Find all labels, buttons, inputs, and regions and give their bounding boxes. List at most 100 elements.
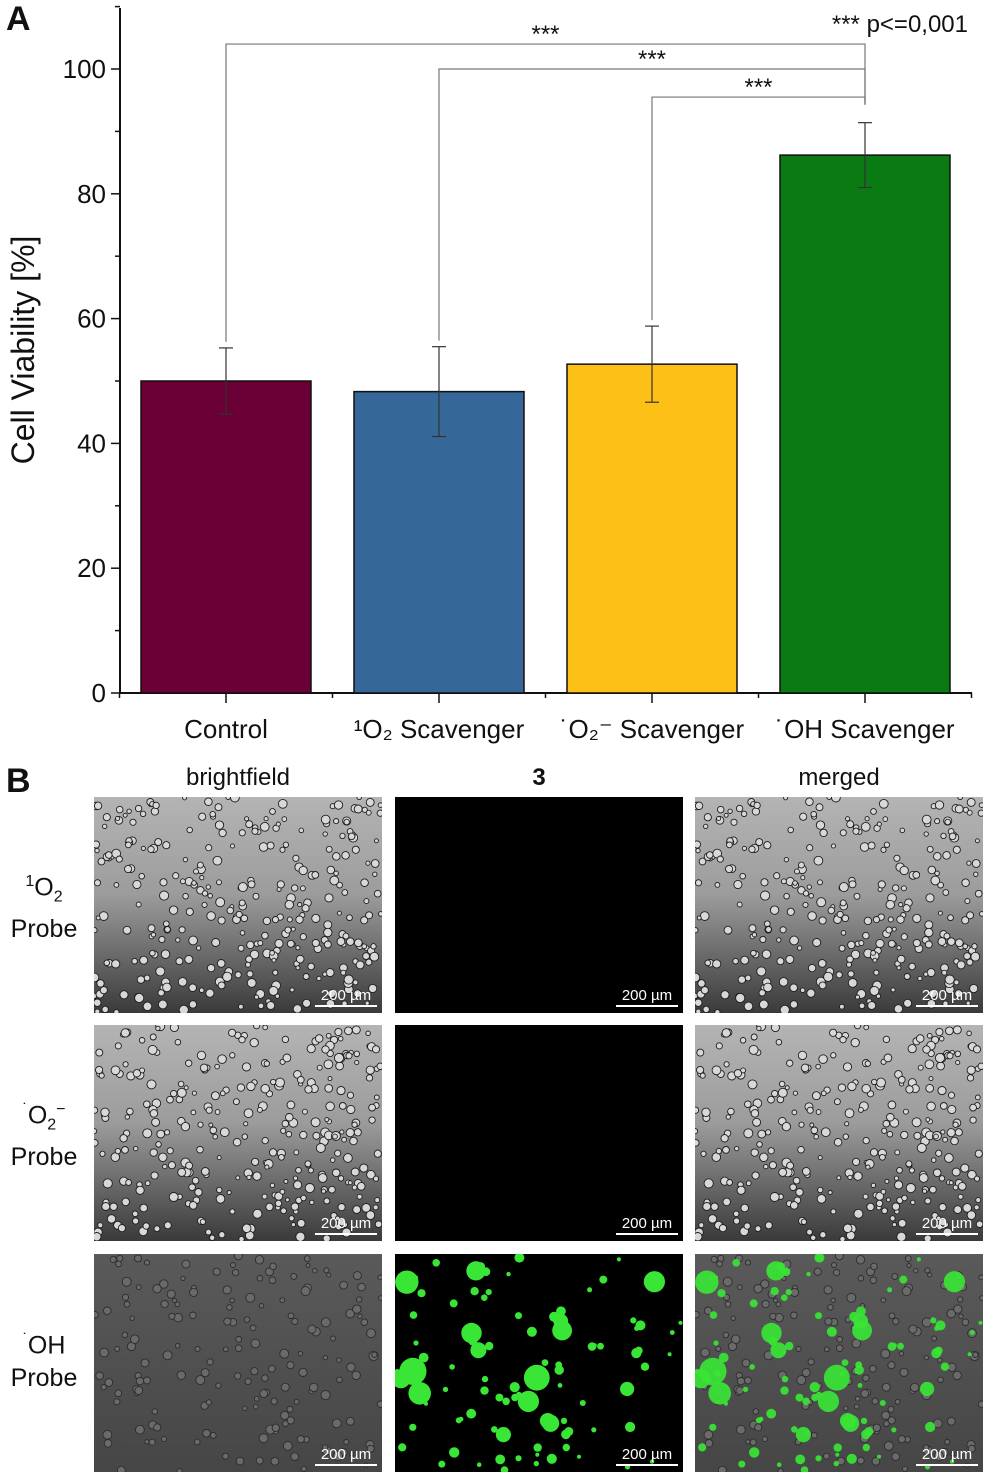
cell <box>263 816 269 822</box>
cell <box>894 1398 901 1405</box>
cell <box>842 1133 849 1140</box>
cell <box>323 1197 331 1205</box>
cell <box>887 1361 896 1370</box>
cell <box>830 1052 837 1059</box>
cell <box>155 1025 161 1032</box>
cell <box>792 880 798 886</box>
cell <box>290 1272 298 1280</box>
cell <box>170 1089 178 1098</box>
cell <box>974 889 983 898</box>
cell <box>886 1113 895 1122</box>
cells-layer <box>94 797 382 1013</box>
cell <box>144 1439 150 1445</box>
fluorescent-cell <box>541 1359 549 1366</box>
cell <box>301 904 310 913</box>
cell <box>889 1215 896 1222</box>
fluorescent-cell <box>755 1417 762 1424</box>
cell <box>974 1094 981 1101</box>
cell <box>872 957 878 963</box>
cell <box>884 1178 890 1184</box>
cell <box>129 1334 140 1344</box>
fluorescent-cell <box>449 1447 460 1458</box>
cell <box>977 1062 983 1070</box>
cell <box>148 1438 156 1446</box>
cell <box>119 990 129 1000</box>
cell <box>888 1312 896 1320</box>
cell <box>174 1301 181 1308</box>
cell <box>246 1081 256 1092</box>
cell <box>160 1299 169 1309</box>
fluorescent-cell <box>514 1254 525 1263</box>
cell <box>378 1295 382 1301</box>
cell <box>198 987 205 993</box>
cell <box>117 1224 126 1233</box>
cell <box>340 969 347 976</box>
cell <box>936 1061 945 1071</box>
cell <box>975 1220 983 1228</box>
fluorescent-cell <box>557 1383 563 1388</box>
cell <box>755 838 764 847</box>
cell <box>374 1197 381 1204</box>
cell <box>94 840 101 849</box>
cell <box>351 1025 361 1035</box>
cell <box>922 1444 930 1451</box>
cell <box>371 1045 381 1054</box>
cell <box>191 1176 200 1185</box>
row-label-probe: Probe <box>10 1364 78 1393</box>
fluorescent-cell <box>795 1393 804 1402</box>
cell <box>869 985 880 996</box>
fluorescent-cell <box>470 1287 479 1296</box>
species-dot: ˙ <box>22 1101 28 1118</box>
cell <box>769 1192 780 1202</box>
cell <box>900 885 907 892</box>
cell <box>893 854 901 862</box>
cell <box>867 1001 877 1010</box>
cell <box>763 982 773 993</box>
fluorescent-cell <box>591 1427 597 1433</box>
cell <box>716 815 722 822</box>
cell <box>159 890 170 901</box>
cell <box>177 977 188 987</box>
cell <box>954 938 964 948</box>
cell <box>356 1181 366 1191</box>
cell <box>966 1030 972 1037</box>
cell <box>947 914 954 922</box>
cell <box>136 975 146 984</box>
cell <box>258 1303 265 1309</box>
cell <box>860 821 871 832</box>
cell <box>146 1079 157 1090</box>
species-sub: 2 <box>53 888 63 906</box>
cell <box>325 845 333 853</box>
cell <box>975 1197 982 1204</box>
cell <box>710 1202 719 1211</box>
cell <box>977 1400 983 1408</box>
y-tick-label: 100 <box>63 54 106 84</box>
cell <box>891 1202 901 1211</box>
cell <box>226 906 235 915</box>
cell <box>905 1085 914 1094</box>
cell <box>765 926 772 933</box>
fluorescent-cell <box>495 1393 504 1402</box>
cell <box>195 1375 206 1386</box>
cell <box>284 926 292 934</box>
cell <box>121 1197 130 1207</box>
cell <box>238 829 246 837</box>
fluorescent-cell <box>816 1391 822 1398</box>
fluorescent-cell <box>770 1342 787 1359</box>
cell <box>180 1275 186 1282</box>
cell <box>230 1262 236 1268</box>
cell <box>171 1297 178 1304</box>
cell <box>853 1171 863 1181</box>
cell <box>333 870 339 877</box>
micrograph-fluorescence: 200 µm <box>395 1254 683 1472</box>
fluorescent-cell <box>930 1317 937 1324</box>
micrograph-merged: 200 µm <box>695 1025 983 1241</box>
cell <box>967 1444 976 1453</box>
cell <box>971 859 981 868</box>
cell <box>142 1376 151 1385</box>
cell <box>353 1128 362 1137</box>
row-label-probe: Probe <box>10 1143 78 1172</box>
cell <box>937 910 943 916</box>
cell <box>114 1389 123 1398</box>
cell <box>243 1108 254 1119</box>
